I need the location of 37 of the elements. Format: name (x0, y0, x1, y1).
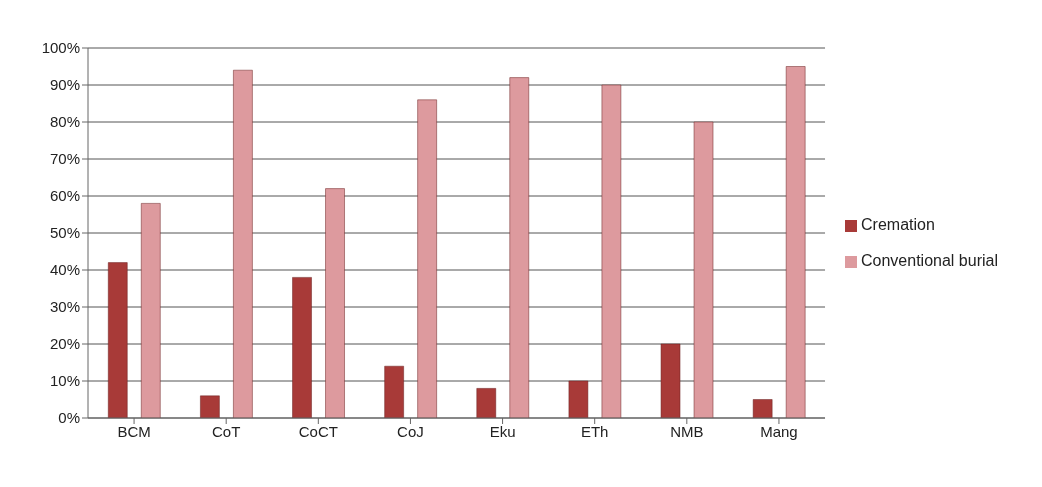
bar (601, 84, 622, 418)
y-tick-label: 30% (49, 298, 80, 316)
bar (476, 388, 497, 418)
bar (108, 262, 128, 418)
y-tick-label: 70% (49, 150, 80, 168)
x-tick-label: CoT (212, 422, 241, 440)
bar (292, 277, 312, 418)
y-tick-label: 20% (49, 335, 80, 353)
bar (693, 121, 714, 418)
x-tick-label: NMB (670, 422, 704, 440)
y-tick-label: 0% (58, 409, 80, 427)
y-tick-label: 60% (49, 187, 80, 205)
bar (785, 66, 806, 418)
bar (417, 99, 437, 418)
x-tick-label: CoCT (298, 422, 338, 440)
y-tick-label: 10% (49, 372, 80, 390)
bar (568, 380, 589, 418)
legend-label: Conventional burial (861, 252, 998, 269)
x-tick-label: ETh (580, 422, 609, 440)
y-tick-label: 90% (49, 76, 80, 94)
y-tick-label: 40% (49, 261, 80, 279)
y-tick-label: 80% (49, 113, 80, 131)
y-tick-label: 100% (41, 39, 80, 57)
bar (509, 77, 530, 418)
bar (752, 399, 773, 418)
bar (233, 69, 253, 418)
bar (325, 188, 345, 418)
bar (660, 343, 681, 418)
legend-label: Cremation (861, 216, 935, 233)
x-tick-label: CoJ (397, 422, 424, 440)
bar (384, 365, 404, 418)
y-tick-label: 50% (49, 224, 80, 242)
x-tick-label: Mang (760, 422, 798, 440)
bar (141, 203, 161, 418)
x-tick-label: Eku (489, 422, 516, 440)
bar (200, 395, 220, 418)
x-tick-label: BCM (117, 422, 151, 440)
